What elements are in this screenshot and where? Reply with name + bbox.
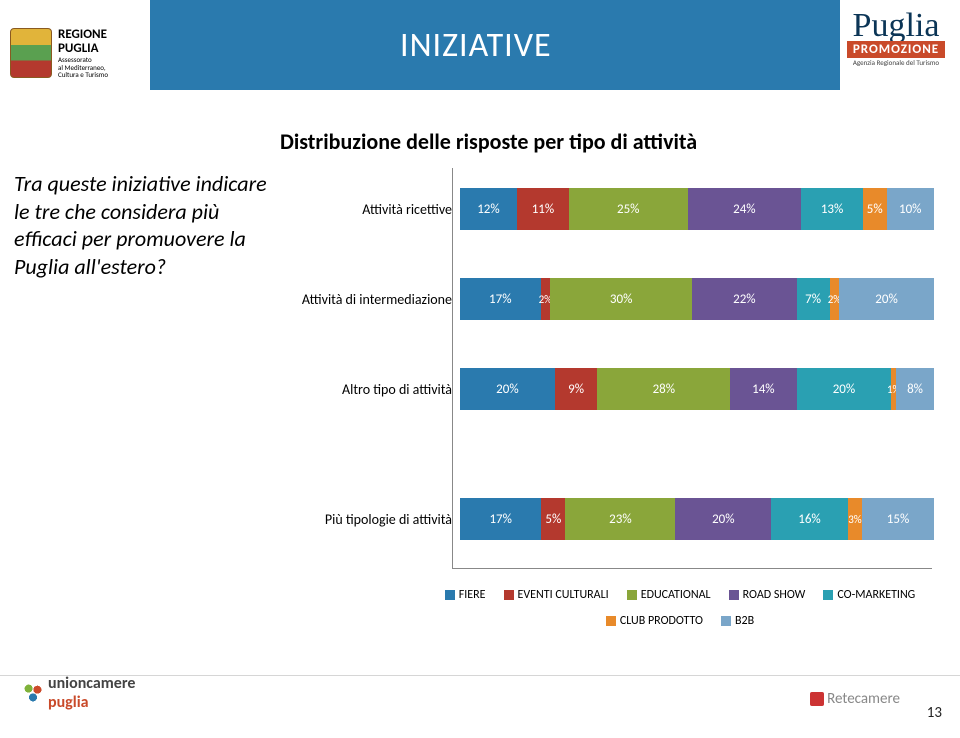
chart-area: Attività ricettive12%11%25%24%13%5%10%At… bbox=[280, 168, 940, 628]
region-line1: REGIONE bbox=[58, 27, 107, 42]
bar-segment: 3% bbox=[848, 498, 862, 540]
slide: INIZIATIVE REGIONE PUGLIA Assessorato al… bbox=[0, 0, 960, 738]
bar-segment: 22% bbox=[692, 278, 796, 320]
bar-segment: 5% bbox=[541, 498, 565, 540]
bar: 17%5%23%20%16%3%15% bbox=[460, 498, 934, 540]
bar-segment: 28% bbox=[597, 368, 730, 410]
x-axis-line bbox=[452, 568, 932, 569]
question-text: Tra queste iniziative indicare le tre ch… bbox=[14, 170, 274, 280]
bar-segment: 9% bbox=[555, 368, 598, 410]
chart-row: Attività ricettive12%11%25%24%13%5%10% bbox=[280, 188, 940, 230]
chart-row: Più tipologie di attività17%5%23%20%16%3… bbox=[280, 498, 940, 540]
footer-brand-2: puglia bbox=[48, 693, 89, 712]
bar-segment: 24% bbox=[688, 188, 802, 230]
footer-right-logo: Retecamere bbox=[810, 690, 900, 708]
legend-label: ROAD SHOW bbox=[743, 588, 806, 602]
page-number: 13 bbox=[927, 704, 942, 722]
category-label: Attività ricettive bbox=[280, 201, 460, 218]
promozione-sub: Agenzia Regionale del Turismo bbox=[844, 58, 948, 67]
legend-item: EDUCATIONAL bbox=[627, 588, 711, 602]
bar-segment: 23% bbox=[565, 498, 675, 540]
bar-segment: 2% bbox=[541, 278, 550, 320]
chart-title: Distribuzione delle risposte per tipo di… bbox=[280, 128, 697, 155]
bar-segment: 17% bbox=[460, 498, 541, 540]
bar-segment: 15% bbox=[862, 498, 934, 540]
bar-segment: 2% bbox=[830, 278, 839, 320]
bar-segment: 20% bbox=[460, 368, 555, 410]
bar-segment: 5% bbox=[863, 188, 887, 230]
emblem-icon bbox=[10, 28, 52, 78]
bar-segment: 20% bbox=[675, 498, 771, 540]
bar-segment: 20% bbox=[839, 278, 934, 320]
header: INIZIATIVE REGIONE PUGLIA Assessorato al… bbox=[0, 0, 960, 108]
puglia-script: Puglia bbox=[844, 12, 948, 39]
retecamere-label: Retecamere bbox=[827, 690, 900, 708]
bar-segment: 30% bbox=[550, 278, 692, 320]
legend-item: CO-MARKETING bbox=[823, 588, 915, 602]
footer-brand-1: unioncamere bbox=[48, 674, 135, 693]
legend-swatch bbox=[729, 590, 739, 600]
footer-divider bbox=[0, 675, 960, 676]
legend-swatch bbox=[823, 590, 833, 600]
bar-segment: 20% bbox=[797, 368, 892, 410]
legend-label: CLUB PRODOTTO bbox=[620, 614, 703, 628]
bar-segment: 11% bbox=[517, 188, 569, 230]
logo-puglia-promozione: Puglia PROMOZIONE Agenzia Regionale del … bbox=[844, 4, 948, 104]
legend-swatch bbox=[445, 590, 455, 600]
legend-swatch bbox=[627, 590, 637, 600]
bar: 12%11%25%24%13%5%10% bbox=[460, 188, 934, 230]
title-box: INIZIATIVE bbox=[150, 0, 840, 90]
bar-segment: 13% bbox=[801, 188, 863, 230]
legend-swatch bbox=[504, 590, 514, 600]
slide-title: INIZIATIVE bbox=[150, 25, 552, 66]
bar: 17%2%30%22%7%2%20% bbox=[460, 278, 934, 320]
footer-left-logo: unioncamere puglia bbox=[22, 674, 135, 712]
bar-segment: 7% bbox=[797, 278, 830, 320]
bar-segment: 8% bbox=[896, 368, 934, 410]
legend-item: B2B bbox=[721, 614, 754, 628]
bar-segment: 10% bbox=[887, 188, 934, 230]
legend-label: FIERE bbox=[459, 588, 486, 602]
bar-segment: 12% bbox=[460, 188, 517, 230]
bar-segment: 25% bbox=[569, 188, 688, 230]
category-label: Altro tipo di attività bbox=[280, 381, 460, 398]
category-label: Attività di intermediazione bbox=[280, 291, 460, 308]
legend-label: EDUCATIONAL bbox=[641, 588, 711, 602]
region-line2: PUGLIA bbox=[58, 41, 99, 56]
chart-row: Attività di intermediazione17%2%30%22%7%… bbox=[280, 278, 940, 320]
unioncamere-icon bbox=[22, 682, 44, 704]
bar-segment: 14% bbox=[730, 368, 796, 410]
chart-row: Altro tipo di attività20%9%28%14%20%1%8% bbox=[280, 368, 940, 410]
legend-label: EVENTI CULTURALI bbox=[518, 588, 609, 602]
chart-legend: FIERE EVENTI CULTURALI EDUCATIONAL ROAD SHO… bbox=[400, 588, 960, 628]
bar: 20%9%28%14%20%1%8% bbox=[460, 368, 934, 410]
legend-swatch bbox=[606, 616, 616, 626]
bar-segment: 17% bbox=[460, 278, 541, 320]
legend-item: FIERE bbox=[445, 588, 486, 602]
region-sub: Assessorato al Mediterraneo, Cultura e T… bbox=[58, 56, 108, 78]
legend-item: CLUB PRODOTTO bbox=[606, 614, 703, 628]
category-label: Più tipologie di attività bbox=[280, 511, 460, 528]
promozione-badge: PROMOZIONE bbox=[847, 41, 945, 58]
retecamere-icon bbox=[810, 692, 824, 706]
legend-item: EVENTI CULTURALI bbox=[504, 588, 609, 602]
bar-segment: 16% bbox=[771, 498, 848, 540]
legend-label: B2B bbox=[735, 614, 754, 628]
legend-label: CO-MARKETING bbox=[837, 588, 915, 602]
legend-swatch bbox=[721, 616, 731, 626]
legend-item: ROAD SHOW bbox=[729, 588, 806, 602]
logo-regione-puglia: REGIONE PUGLIA Assessorato al Mediterran… bbox=[10, 18, 142, 88]
